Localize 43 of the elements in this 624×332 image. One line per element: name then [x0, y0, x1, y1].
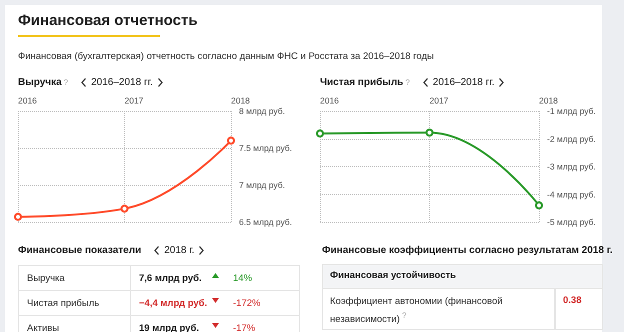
- y-tick-label: 7.5 млрд руб.: [239, 143, 292, 153]
- y-tick-label: -3 млрд руб.: [547, 162, 596, 172]
- chart-subtitle: 2016–2018 гг.: [432, 77, 494, 88]
- y-tick-label: -5 млрд руб.: [547, 217, 596, 227]
- text: ?: [64, 78, 68, 87]
- chart-title: Чистая прибыль: [320, 77, 404, 88]
- point: [426, 128, 434, 137]
- point: [14, 212, 22, 221]
- y-tick-label: 8 млрд руб.: [239, 106, 285, 116]
- y-tick-label: 7 млрд руб.: [239, 180, 285, 190]
- point: [120, 204, 128, 213]
- y-tick-label: -4 млрд руб.: [547, 189, 596, 200]
- x-tick-label: 2018: [539, 96, 558, 106]
- point: [227, 136, 235, 145]
- text: 14%: [232, 272, 252, 284]
- chart-title: Выручка: [18, 77, 62, 88]
- y-tick-label: -1 млрд руб.: [547, 106, 596, 116]
- x-tick-label: 2016: [18, 96, 38, 106]
- text: 2018 г.: [164, 245, 194, 256]
- text: 7,6 млрд руб.: [139, 272, 203, 284]
- y-tick-label: 6.5 млрд руб.: [239, 217, 292, 227]
- text: Финансовая (бухгалтерская) отчетность согласно данным ФНС и Росстата за 2016–2018 годы: [18, 51, 434, 62]
- x-tick-label: 2017: [124, 96, 144, 106]
- text: Финансовые коэффициенты согласно результатам 2018 г.: [322, 245, 613, 256]
- x-tick-label: 2017: [430, 96, 449, 106]
- text: Чистая прибыль: [18, 290, 130, 316]
- x-tick-label: 2016: [320, 96, 340, 106]
- text: Финансовые показатели: [18, 245, 142, 256]
- text: Выручка: [18, 266, 130, 290]
- x-tick-label: 2018: [231, 96, 250, 106]
- text: ?: [405, 78, 410, 87]
- text: Финансовая устойчивость: [330, 270, 456, 281]
- text: Активы: [18, 316, 130, 332]
- y-tick-label: -2 млрд руб.: [547, 134, 596, 144]
- text: Финансовая отчетность: [18, 12, 198, 29]
- text: −4,4 млрд руб.: [139, 298, 208, 308]
- text: 0.38: [563, 295, 582, 306]
- chart-subtitle: 2016–2018 гг.: [91, 77, 153, 88]
- text: ?: [400, 311, 406, 320]
- point: [535, 201, 543, 210]
- text: -17%: [232, 322, 256, 332]
- point: [316, 129, 324, 138]
- text: -172%: [232, 298, 260, 308]
